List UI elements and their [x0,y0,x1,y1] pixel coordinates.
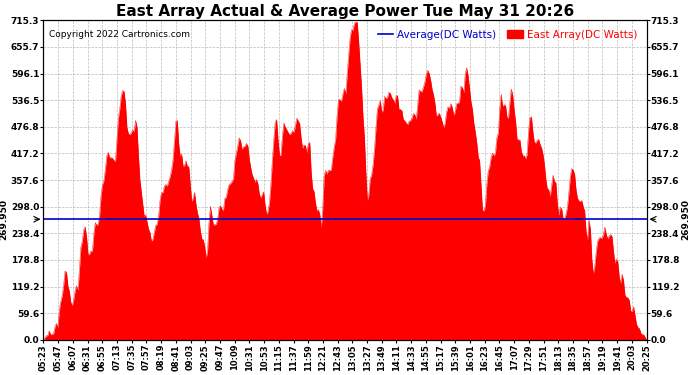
Legend: Average(DC Watts), East Array(DC Watts): Average(DC Watts), East Array(DC Watts) [373,26,642,44]
Text: Copyright 2022 Cartronics.com: Copyright 2022 Cartronics.com [50,30,190,39]
Text: 269.950: 269.950 [0,199,9,240]
Text: 269.950: 269.950 [681,199,690,240]
Title: East Array Actual & Average Power Tue May 31 20:26: East Array Actual & Average Power Tue Ma… [116,4,574,19]
